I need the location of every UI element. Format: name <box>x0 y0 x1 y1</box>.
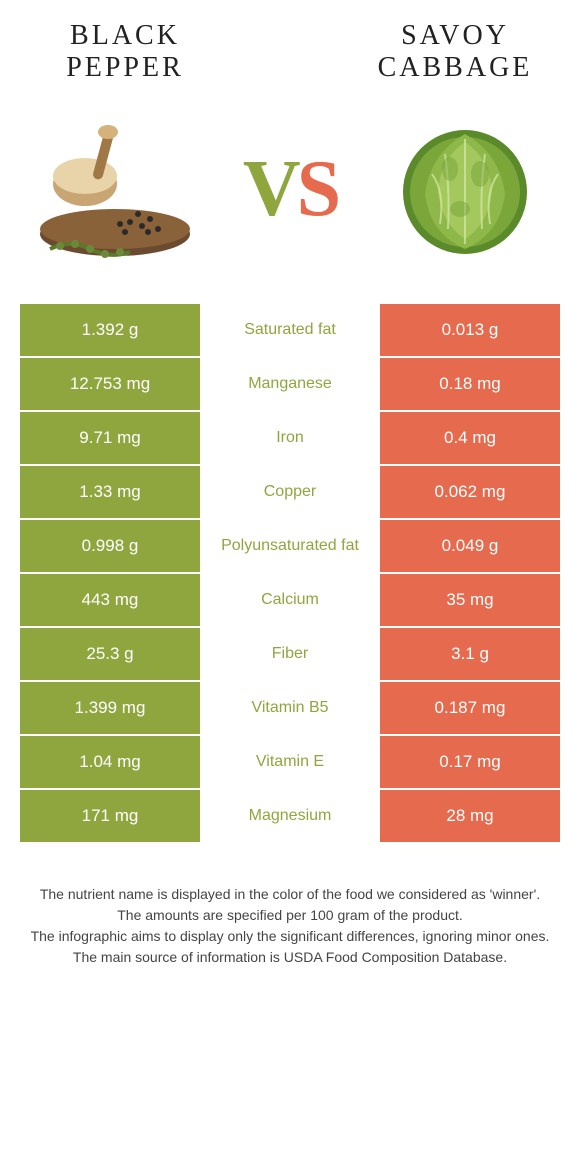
nutrient-label: Copper <box>200 466 380 518</box>
footnote-line: The infographic aims to display only the… <box>30 926 550 947</box>
nutrient-label: Polyunsaturated fat <box>200 520 380 572</box>
right-value: 0.17 mg <box>380 736 560 788</box>
left-food-title: BLACK PEPPER <box>20 20 230 84</box>
left-value: 25.3 g <box>20 628 200 680</box>
nutrient-row: 1.33 mgCopper0.062 mg <box>20 466 560 520</box>
right-value: 0.18 mg <box>380 358 560 410</box>
title-text: BLACK <box>70 20 180 51</box>
right-food-title: SAVOY CABBAGE <box>350 20 560 84</box>
nutrient-label: Fiber <box>200 628 380 680</box>
nutrient-label: Vitamin B5 <box>200 682 380 734</box>
right-value: 3.1 g <box>380 628 560 680</box>
left-value: 1.04 mg <box>20 736 200 788</box>
image-row: VS <box>0 94 580 304</box>
left-value: 1.33 mg <box>20 466 200 518</box>
nutrient-row: 1.399 mgVitamin B50.187 mg <box>20 682 560 736</box>
left-value: 0.998 g <box>20 520 200 572</box>
nutrient-label: Manganese <box>200 358 380 410</box>
right-value: 0.049 g <box>380 520 560 572</box>
nutrient-label: Calcium <box>200 574 380 626</box>
left-value: 443 mg <box>20 574 200 626</box>
vs-label: VS <box>243 144 337 235</box>
nutrient-row: 12.753 mgManganese0.18 mg <box>20 358 560 412</box>
left-value: 1.399 mg <box>20 682 200 734</box>
right-value: 28 mg <box>380 790 560 842</box>
left-value: 1.392 g <box>20 304 200 356</box>
nutrient-table: 1.392 gSaturated fat0.013 g12.753 mgMang… <box>20 304 560 844</box>
footnote-line: The nutrient name is displayed in the co… <box>30 884 550 905</box>
footnote-line: The amounts are specified per 100 gram o… <box>30 905 550 926</box>
footnote-line: The main source of information is USDA F… <box>30 947 550 968</box>
pepper-icon <box>30 114 200 264</box>
nutrient-row: 1.04 mgVitamin E0.17 mg <box>20 736 560 790</box>
savoy-cabbage-image <box>380 104 550 274</box>
title-spacer <box>230 20 350 84</box>
cabbage-icon <box>390 114 540 264</box>
header: BLACK PEPPER SAVOY CABBAGE <box>0 0 580 94</box>
black-pepper-image <box>30 104 200 274</box>
right-value: 0.062 mg <box>380 466 560 518</box>
nutrient-row: 0.998 gPolyunsaturated fat0.049 g <box>20 520 560 574</box>
left-value: 9.71 mg <box>20 412 200 464</box>
right-value: 35 mg <box>380 574 560 626</box>
right-value: 0.013 g <box>380 304 560 356</box>
title-text: PEPPER <box>66 52 184 83</box>
vs-s: S <box>297 145 338 233</box>
nutrient-label: Vitamin E <box>200 736 380 788</box>
left-value: 12.753 mg <box>20 358 200 410</box>
title-text: CABBAGE <box>378 52 533 83</box>
nutrient-label: Magnesium <box>200 790 380 842</box>
right-value: 0.187 mg <box>380 682 560 734</box>
nutrient-label: Saturated fat <box>200 304 380 356</box>
nutrient-row: 1.392 gSaturated fat0.013 g <box>20 304 560 358</box>
nutrient-row: 443 mgCalcium35 mg <box>20 574 560 628</box>
nutrient-label: Iron <box>200 412 380 464</box>
footnotes: The nutrient name is displayed in the co… <box>30 884 550 968</box>
nutrient-row: 9.71 mgIron0.4 mg <box>20 412 560 466</box>
title-text: SAVOY <box>401 20 509 51</box>
nutrient-row: 171 mgMagnesium28 mg <box>20 790 560 844</box>
vs-v: V <box>243 145 297 233</box>
left-value: 171 mg <box>20 790 200 842</box>
right-value: 0.4 mg <box>380 412 560 464</box>
nutrient-row: 25.3 gFiber3.1 g <box>20 628 560 682</box>
